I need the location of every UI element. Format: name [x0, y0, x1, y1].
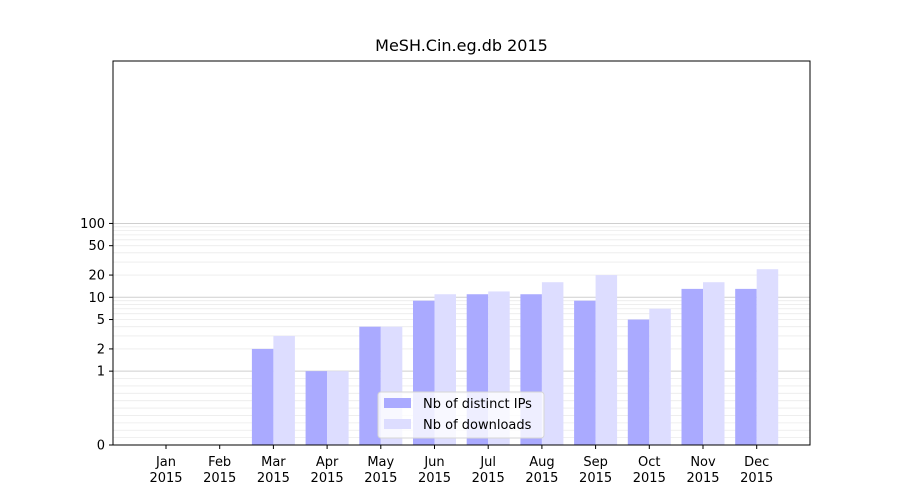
- bar-downloads-mar: [273, 335, 295, 445]
- y-tick-label: 10: [88, 291, 105, 306]
- y-tick-label: 1: [97, 365, 105, 380]
- legend-swatch: [384, 398, 411, 408]
- x-axis: Jan 2015 Feb 2015 Mar 2015 Apr 2015 May 2015 Jun 20…: [149, 445, 773, 486]
- y-tick-label: 50: [88, 239, 105, 254]
- legend: Nb of distinct IPs Nb of downloads: [377, 391, 545, 439]
- bar-distinct-ips-sep: [574, 300, 596, 445]
- bar-downloads-dec: [756, 269, 779, 445]
- x-tick-label: Jan 2015: [149, 455, 182, 486]
- legend-swatch: [384, 419, 411, 429]
- y-tick-label: 5: [97, 313, 105, 328]
- x-tick-label: Apr 2015: [311, 455, 344, 486]
- x-tick-label: Sep 2015: [579, 455, 612, 486]
- x-tick-label: Jul 2015: [472, 455, 505, 486]
- legend-label: Nb of distinct IPs: [423, 397, 532, 412]
- plot-frame: [112, 60, 811, 446]
- x-tick-label: Nov 2015: [686, 455, 719, 486]
- chart-title: MeSH.Cin.eg.db 2015: [375, 36, 548, 55]
- bar-downloads-apr: [327, 371, 349, 445]
- y-tick-label: 100: [80, 217, 105, 232]
- x-tick-label: Aug 2015: [525, 455, 558, 486]
- x-tick-label: May 2015: [364, 455, 397, 486]
- y-tick-label: 0: [97, 439, 105, 454]
- y-axis: 0 1 2 5 10 20 50 100: [80, 217, 113, 454]
- bar-distinct-ips-may: [359, 326, 381, 445]
- bar-downloads-sep: [595, 275, 618, 445]
- bar-downloads-nov: [703, 282, 725, 445]
- x-tick-label: Feb 2015: [203, 455, 236, 486]
- legend-label: Nb of downloads: [423, 418, 532, 433]
- x-tick-label: Oct 2015: [633, 455, 666, 486]
- legend-box: [377, 391, 545, 439]
- bar-downloads-aug: [541, 282, 564, 445]
- bar-distinct-ips-oct: [627, 319, 650, 445]
- bar-distinct-ips-apr: [305, 371, 328, 445]
- y-tick-label: 2: [97, 342, 105, 357]
- bar-downloads-oct: [649, 308, 671, 445]
- x-tick-label: Mar 2015: [257, 455, 290, 486]
- bar-distinct-ips-dec: [735, 288, 757, 445]
- x-tick-label: Jun 2015: [418, 455, 451, 486]
- x-tick-label: Dec 2015: [740, 455, 773, 486]
- bar-distinct-ips-nov: [681, 288, 703, 445]
- bar-distinct-ips-mar: [251, 348, 274, 445]
- y-tick-label: 20: [88, 269, 105, 284]
